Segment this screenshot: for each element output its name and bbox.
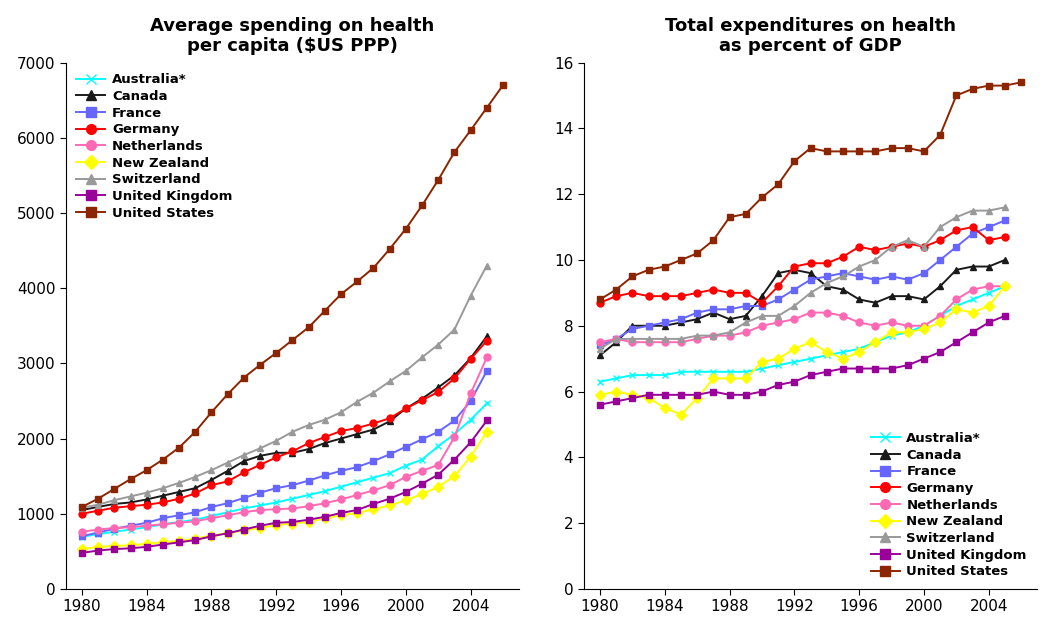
Title: Average spending on health
per capita ($US PPP): Average spending on health per capita ($… xyxy=(151,16,434,56)
Title: Total expenditures on health
as percent of GDP: Total expenditures on health as percent … xyxy=(665,16,956,56)
Legend: Australia*, Canada, France, Germany, Netherlands, New Zealand, Switzerland, Unit: Australia*, Canada, France, Germany, Net… xyxy=(866,428,1031,582)
Legend: Australia*, Canada, France, Germany, Netherlands, New Zealand, Switzerland, Unit: Australia*, Canada, France, Germany, Net… xyxy=(73,69,236,223)
